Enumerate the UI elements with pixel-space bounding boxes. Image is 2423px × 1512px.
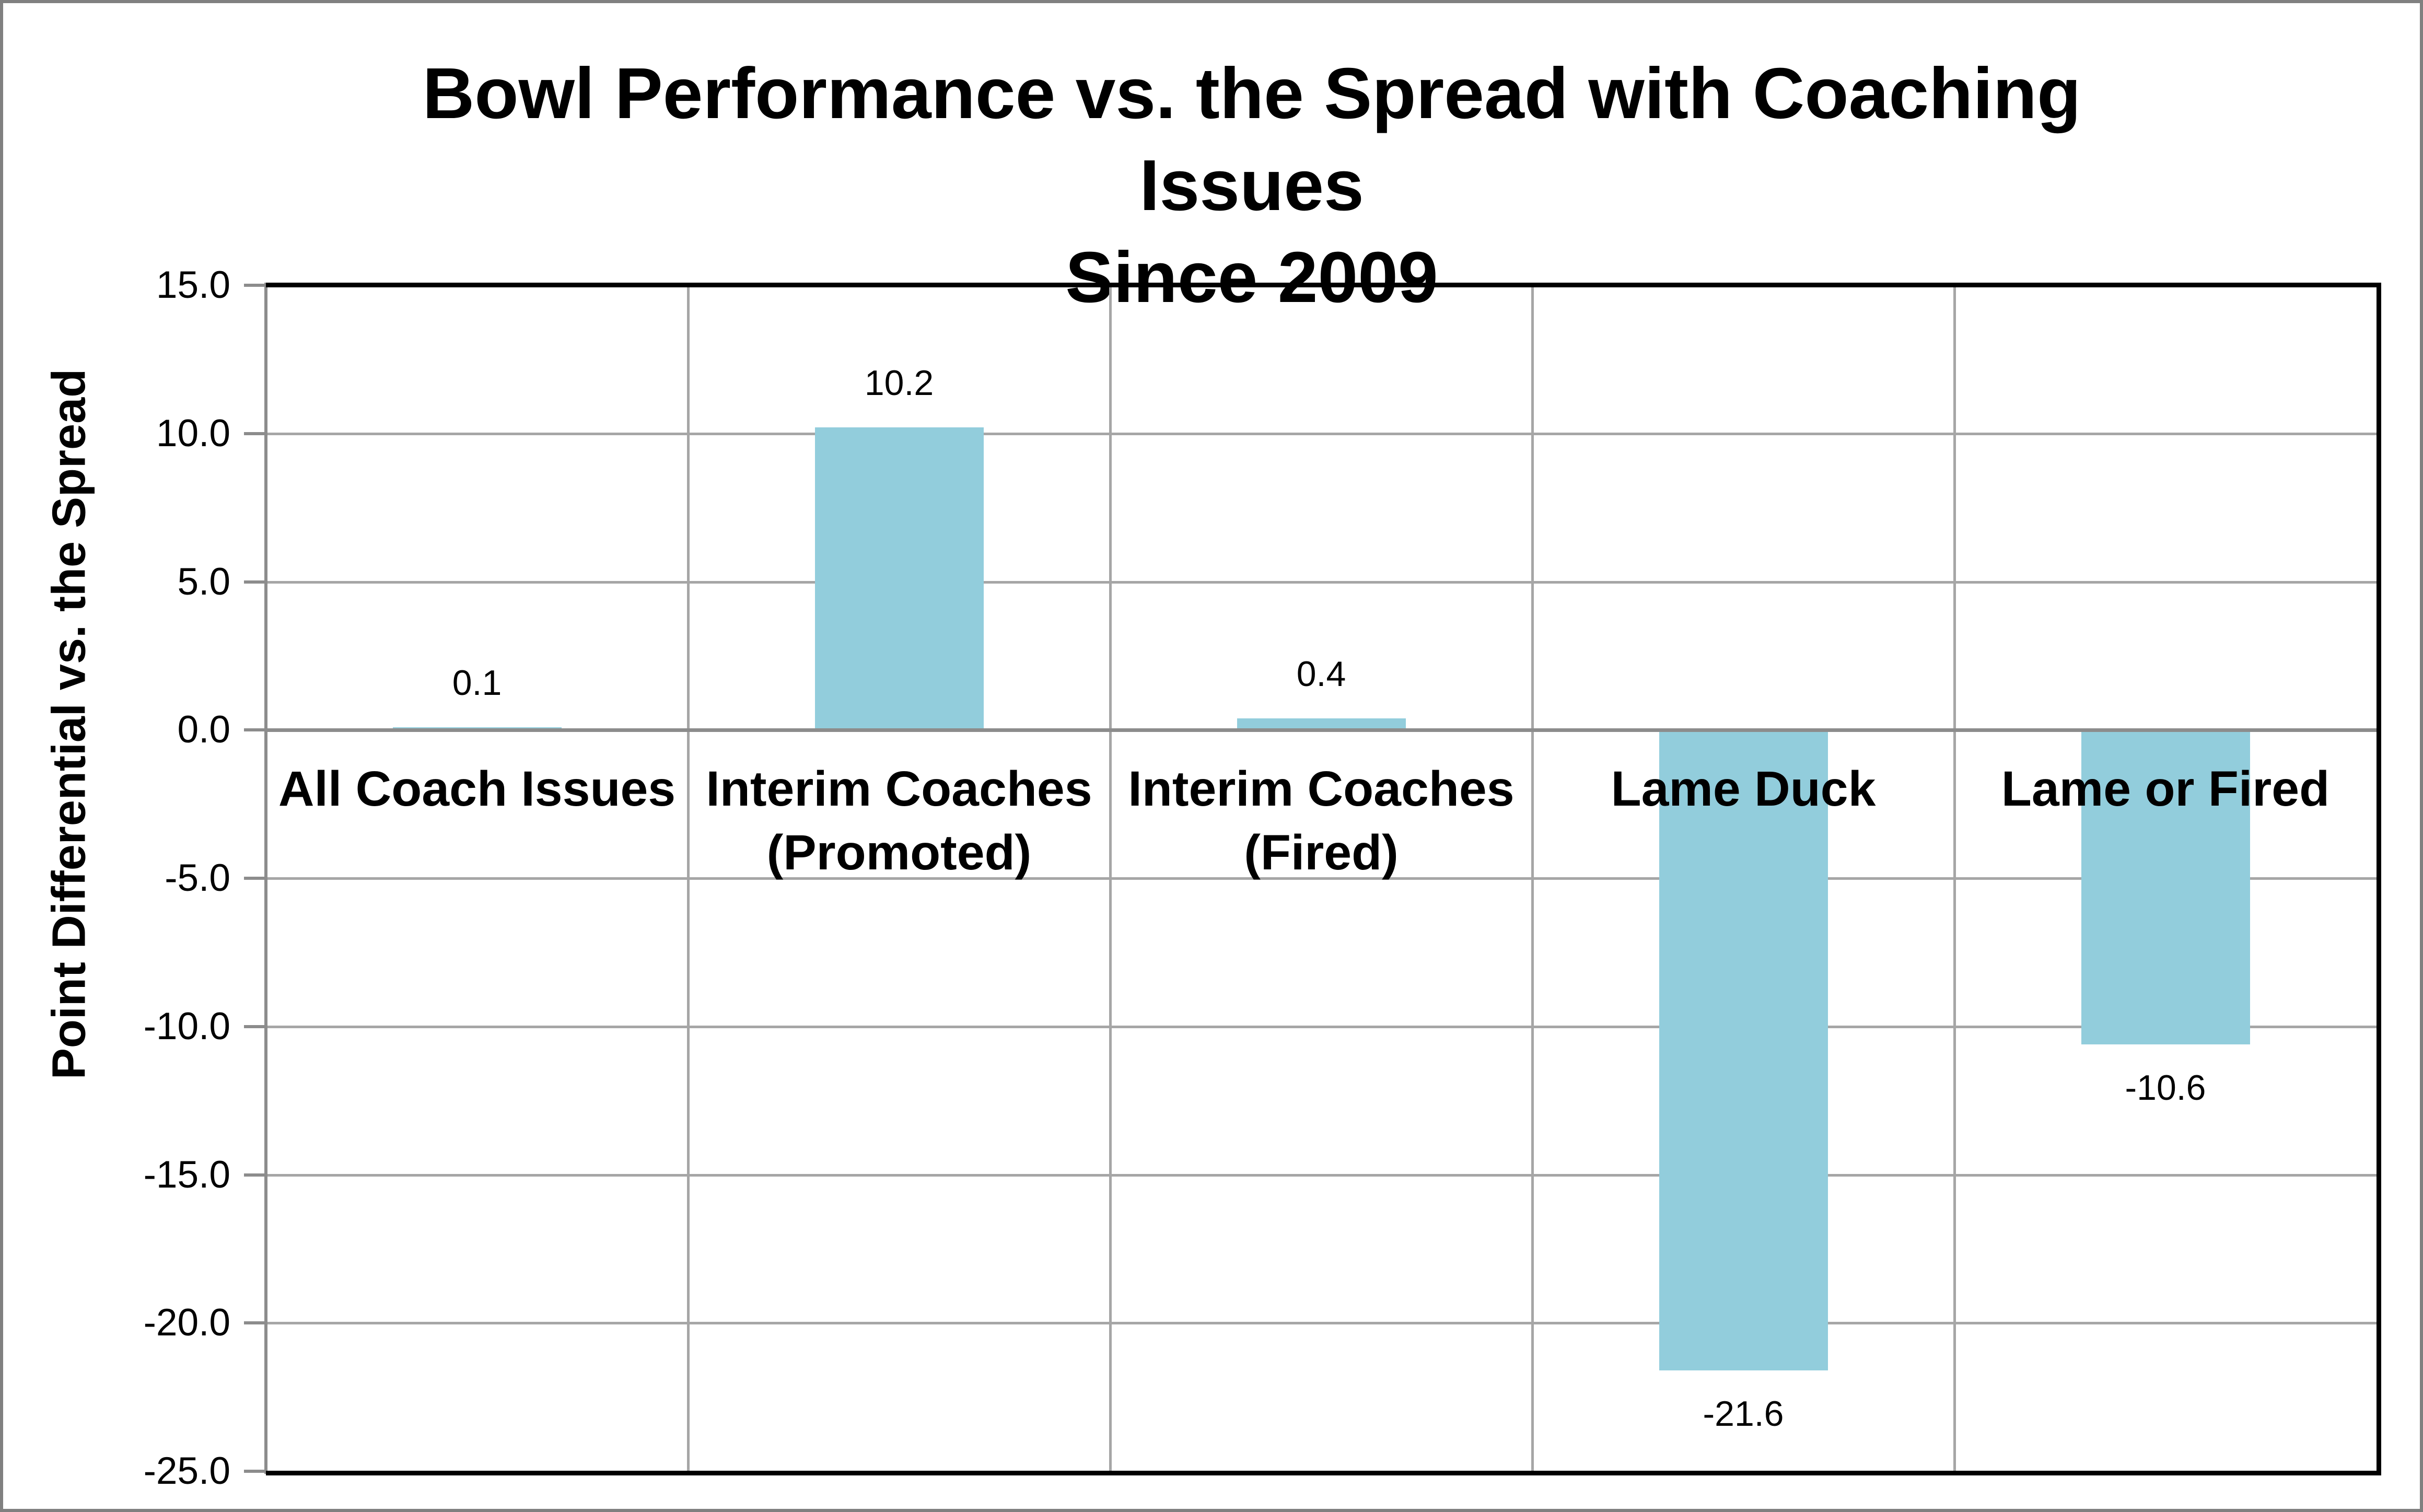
plot-border-right [2377, 283, 2381, 1474]
y-tick-label: 0.0 [177, 708, 230, 751]
category-label-2: Interim Coaches (Fired) [1110, 757, 1532, 885]
category-label-line: Interim Coaches [706, 761, 1092, 817]
y-tick-label: -10.0 [143, 1005, 230, 1048]
category-label-1: Interim Coaches (Promoted) [688, 757, 1110, 885]
data-label-4: -10.6 [2125, 1067, 2206, 1108]
chart-title-line-1: Bowl Performance vs. the Spread with Coa… [422, 53, 2081, 226]
x-gridline [1953, 285, 1956, 1471]
category-label-0: All Coach Issues [266, 757, 688, 821]
y-axis-tick [244, 1321, 266, 1325]
y-gridline [266, 1322, 2377, 1325]
y-gridline [266, 432, 2377, 435]
y-axis-tick [244, 877, 266, 880]
x-gridline [1531, 285, 1534, 1471]
y-axis-tick [244, 580, 266, 584]
data-label-1: 10.2 [864, 363, 934, 403]
y-tick-label: 5.0 [177, 560, 230, 603]
category-label-line: Lame Duck [1611, 761, 1876, 817]
category-label-line: Interim Coaches [1128, 761, 1515, 817]
category-label-line: (Fired) [1244, 825, 1399, 881]
y-axis-tick [244, 728, 266, 732]
x-gridline [1109, 285, 1112, 1471]
plot-border-top [266, 283, 2381, 287]
y-gridline [266, 580, 2377, 584]
category-label-line: Lame or Fired [2001, 761, 2330, 817]
y-axis-tick [244, 1173, 266, 1177]
bar-4 [2081, 730, 2250, 1044]
y-tick-label: -25.0 [143, 1450, 230, 1492]
plot-border-bottom [266, 1471, 2381, 1475]
category-label-line: All Coach Issues [278, 761, 676, 817]
bar-1 [814, 427, 984, 730]
y-axis-tick [244, 1025, 266, 1028]
category-label-3: Lame Duck [1532, 757, 1954, 821]
y-axis-line [264, 283, 267, 1474]
y-tick-label: -15.0 [143, 1153, 230, 1196]
data-label-2: 0.4 [1296, 654, 1346, 694]
zero-axis-line [266, 728, 2381, 732]
data-label-0: 0.1 [452, 662, 502, 703]
category-label-line: (Promoted) [766, 825, 1032, 881]
y-tick-label: -20.0 [143, 1301, 230, 1344]
bar-2 [1237, 718, 1406, 730]
y-tick-label: -5.0 [165, 857, 230, 899]
y-axis-tick [244, 284, 266, 287]
y-tick-label: 15.0 [156, 264, 230, 306]
data-label-3: -21.6 [1703, 1394, 1784, 1434]
chart-title-line-2: Since 2009 [1065, 237, 1438, 318]
bar-3 [1659, 730, 1828, 1371]
y-gridline [266, 1173, 2377, 1177]
x-gridline [687, 285, 690, 1471]
y-gridline [266, 877, 2377, 880]
y-gridline [266, 1025, 2377, 1028]
y-axis-tick [244, 432, 266, 435]
chart-title: Bowl Performance vs. the Spread with Coa… [317, 48, 2187, 323]
category-label-4: Lame or Fired [1954, 757, 2377, 821]
y-axis-tick [244, 1470, 266, 1473]
y-tick-label: 10.0 [156, 412, 230, 455]
